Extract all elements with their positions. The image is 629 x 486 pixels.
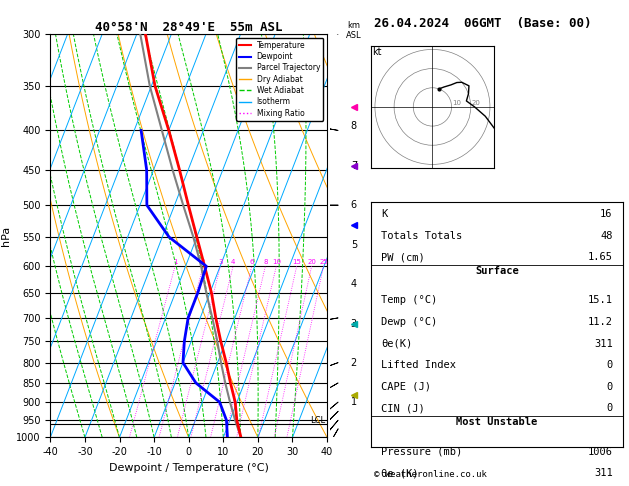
Text: 8: 8 <box>351 122 357 132</box>
Text: km: km <box>347 21 360 30</box>
Text: 20: 20 <box>307 259 316 265</box>
Text: K: K <box>381 209 387 219</box>
Text: 4: 4 <box>231 259 235 265</box>
Text: 3: 3 <box>218 259 223 265</box>
Text: 10: 10 <box>452 100 462 106</box>
Text: 311: 311 <box>594 339 613 348</box>
Text: 11.2: 11.2 <box>587 317 613 327</box>
Text: 8: 8 <box>263 259 268 265</box>
Text: 311: 311 <box>594 468 613 478</box>
Text: PW (cm): PW (cm) <box>381 252 425 262</box>
Text: 5: 5 <box>351 240 357 250</box>
Text: Lifted Index: Lifted Index <box>381 360 456 370</box>
Text: 15: 15 <box>292 259 301 265</box>
Text: 15.1: 15.1 <box>587 295 613 305</box>
Text: Totals Totals: Totals Totals <box>381 231 462 241</box>
Text: 3: 3 <box>351 318 357 329</box>
Text: 1: 1 <box>351 398 357 407</box>
Text: θe (K): θe (K) <box>381 468 419 478</box>
Text: LCL: LCL <box>310 416 325 425</box>
Text: Surface: Surface <box>475 266 519 276</box>
Text: 16: 16 <box>600 209 613 219</box>
Text: Pressure (mb): Pressure (mb) <box>381 447 462 457</box>
Text: 0: 0 <box>606 360 613 370</box>
Text: 2: 2 <box>201 259 205 265</box>
Text: 10: 10 <box>272 259 281 265</box>
Text: 7: 7 <box>351 161 357 171</box>
Text: 1.65: 1.65 <box>587 252 613 262</box>
Text: 4: 4 <box>351 279 357 289</box>
Text: 26.04.2024  06GMT  (Base: 00): 26.04.2024 06GMT (Base: 00) <box>374 17 592 30</box>
Text: © weatheronline.co.uk: © weatheronline.co.uk <box>374 469 487 479</box>
Text: Temp (°C): Temp (°C) <box>381 295 437 305</box>
Text: θe(K): θe(K) <box>381 339 413 348</box>
Text: CAPE (J): CAPE (J) <box>381 382 431 392</box>
Text: kt: kt <box>372 47 382 57</box>
Text: 0: 0 <box>606 403 613 414</box>
Text: 6: 6 <box>351 200 357 210</box>
Text: 0: 0 <box>606 382 613 392</box>
Title: 40°58'N  28°49'E  55m ASL: 40°58'N 28°49'E 55m ASL <box>95 21 282 34</box>
Legend: Temperature, Dewpoint, Parcel Trajectory, Dry Adiabat, Wet Adiabat, Isotherm, Mi: Temperature, Dewpoint, Parcel Trajectory… <box>236 38 323 121</box>
Text: ASL: ASL <box>346 31 362 40</box>
Text: CIN (J): CIN (J) <box>381 403 425 414</box>
Text: Most Unstable: Most Unstable <box>456 417 538 428</box>
Text: 1006: 1006 <box>587 447 613 457</box>
X-axis label: Dewpoint / Temperature (°C): Dewpoint / Temperature (°C) <box>109 463 269 473</box>
Text: 6: 6 <box>250 259 254 265</box>
Y-axis label: hPa: hPa <box>1 226 11 246</box>
Text: Dewp (°C): Dewp (°C) <box>381 317 437 327</box>
Text: 20: 20 <box>472 100 481 106</box>
Text: 25: 25 <box>319 259 328 265</box>
Text: 1: 1 <box>173 259 177 265</box>
Text: 2: 2 <box>351 358 357 368</box>
Text: 48: 48 <box>600 231 613 241</box>
